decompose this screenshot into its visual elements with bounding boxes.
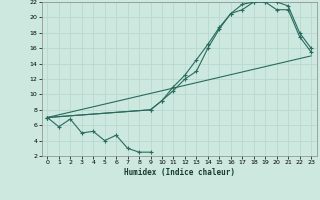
X-axis label: Humidex (Indice chaleur): Humidex (Indice chaleur) — [124, 168, 235, 177]
